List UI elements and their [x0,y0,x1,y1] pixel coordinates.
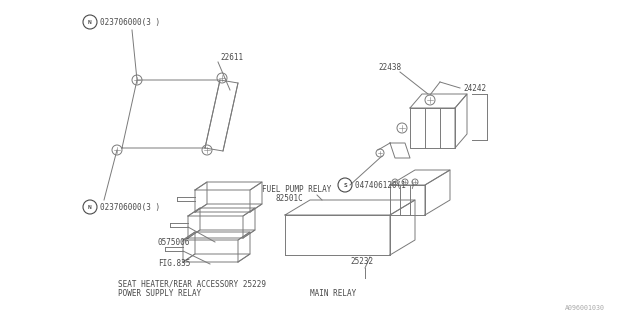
Text: A096001030: A096001030 [565,305,605,311]
Text: 0575006: 0575006 [158,237,190,246]
Text: SEAT HEATER/REAR ACCESSORY 25229: SEAT HEATER/REAR ACCESSORY 25229 [118,279,266,289]
Text: N: N [88,204,92,210]
Text: 047406120(1 ): 047406120(1 ) [355,180,415,189]
Text: 22611: 22611 [220,52,243,61]
Text: 023706000(3 ): 023706000(3 ) [100,203,160,212]
Text: 25232: 25232 [350,258,373,267]
Text: 24242: 24242 [463,84,486,92]
Text: 82501C: 82501C [275,194,303,203]
Text: N: N [88,20,92,25]
Text: 023706000(3 ): 023706000(3 ) [100,18,160,27]
Text: 22438: 22438 [378,62,401,71]
Text: POWER SUPPLY RELAY: POWER SUPPLY RELAY [118,289,201,298]
Text: FIG.835: FIG.835 [158,260,190,268]
Text: S: S [343,182,347,188]
Text: FUEL PUMP RELAY: FUEL PUMP RELAY [262,185,332,194]
Text: MAIN RELAY: MAIN RELAY [310,289,356,298]
